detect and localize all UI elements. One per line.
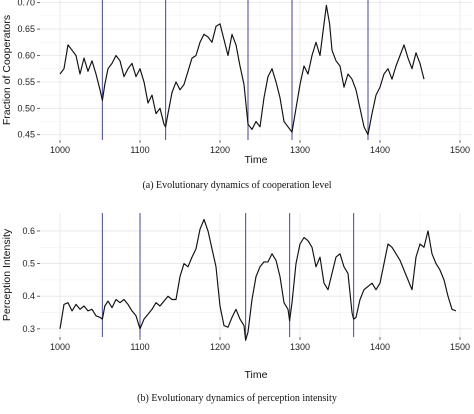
y-tick-label: 0.3	[22, 324, 35, 334]
grid	[40, 0, 472, 140]
x-tick-label: 1300	[290, 342, 310, 352]
series-layer	[59, 218, 457, 341]
grid	[40, 213, 472, 337]
x-tick-label: 1500	[450, 342, 470, 352]
x-tick-label: 1000	[50, 145, 70, 155]
vertical-markers	[101, 0, 369, 140]
chart-perception-intensity: 0.3 0.4 0.5 0.6 1000 1100 1200 1300 1400 1500 Ti…	[1, 213, 472, 404]
y-tick-label: 0.5	[22, 259, 35, 269]
series-line	[59, 218, 457, 341]
x-tick-label: 1000	[50, 342, 70, 352]
x-tick-labels: 1000 1100 1200 1300 1400 1500	[50, 337, 470, 352]
x-tick-label: 1200	[210, 145, 230, 155]
y-tick-labels: 0.3 0.4 0.5 0.6	[22, 226, 40, 334]
y-tick-label: 0.6	[22, 226, 35, 236]
x-tick-labels: 1000 1100 1200 1300 1400 1500	[50, 140, 470, 155]
y-tick-label: 0.50	[17, 103, 35, 113]
y-axis-title: Fraction of Cooperators	[1, 15, 13, 125]
chart-cooperation-level: 0.45 0.50 0.55 0.60 0.65 0.70 1000 1100 1200 130…	[1, 0, 472, 191]
x-tick-label: 1100	[130, 145, 149, 155]
x-tick-label: 1400	[370, 342, 390, 352]
series-line	[59, 4, 425, 136]
x-axis-title: Time	[245, 369, 268, 381]
plot-area	[40, 213, 472, 337]
x-tick-label: 1100	[130, 342, 149, 352]
x-axis-title: Time	[245, 154, 268, 166]
x-tick-label: 1500	[450, 145, 470, 155]
y-tick-label: 0.65	[17, 24, 35, 34]
x-tick-label: 1200	[210, 342, 230, 352]
x-tick-label: 1400	[370, 145, 390, 155]
caption: (a) Evolutionary dynamics of cooperation…	[142, 180, 331, 191]
y-tick-label: 0.60	[17, 50, 35, 60]
series-layer	[59, 4, 425, 136]
y-tick-label: 0.45	[17, 130, 35, 140]
y-axis-title: Perception Intensity	[1, 228, 13, 321]
y-tick-label: 0.70	[17, 0, 35, 8]
caption: (b) Evolutionary dynamics of perception …	[137, 393, 337, 404]
x-tick-label: 1300	[290, 145, 310, 155]
plot-area	[40, 0, 472, 140]
y-tick-label: 0.4	[22, 291, 35, 301]
y-tick-label: 0.55	[17, 77, 35, 87]
y-tick-labels: 0.45 0.50 0.55 0.60 0.65 0.70	[17, 0, 40, 140]
